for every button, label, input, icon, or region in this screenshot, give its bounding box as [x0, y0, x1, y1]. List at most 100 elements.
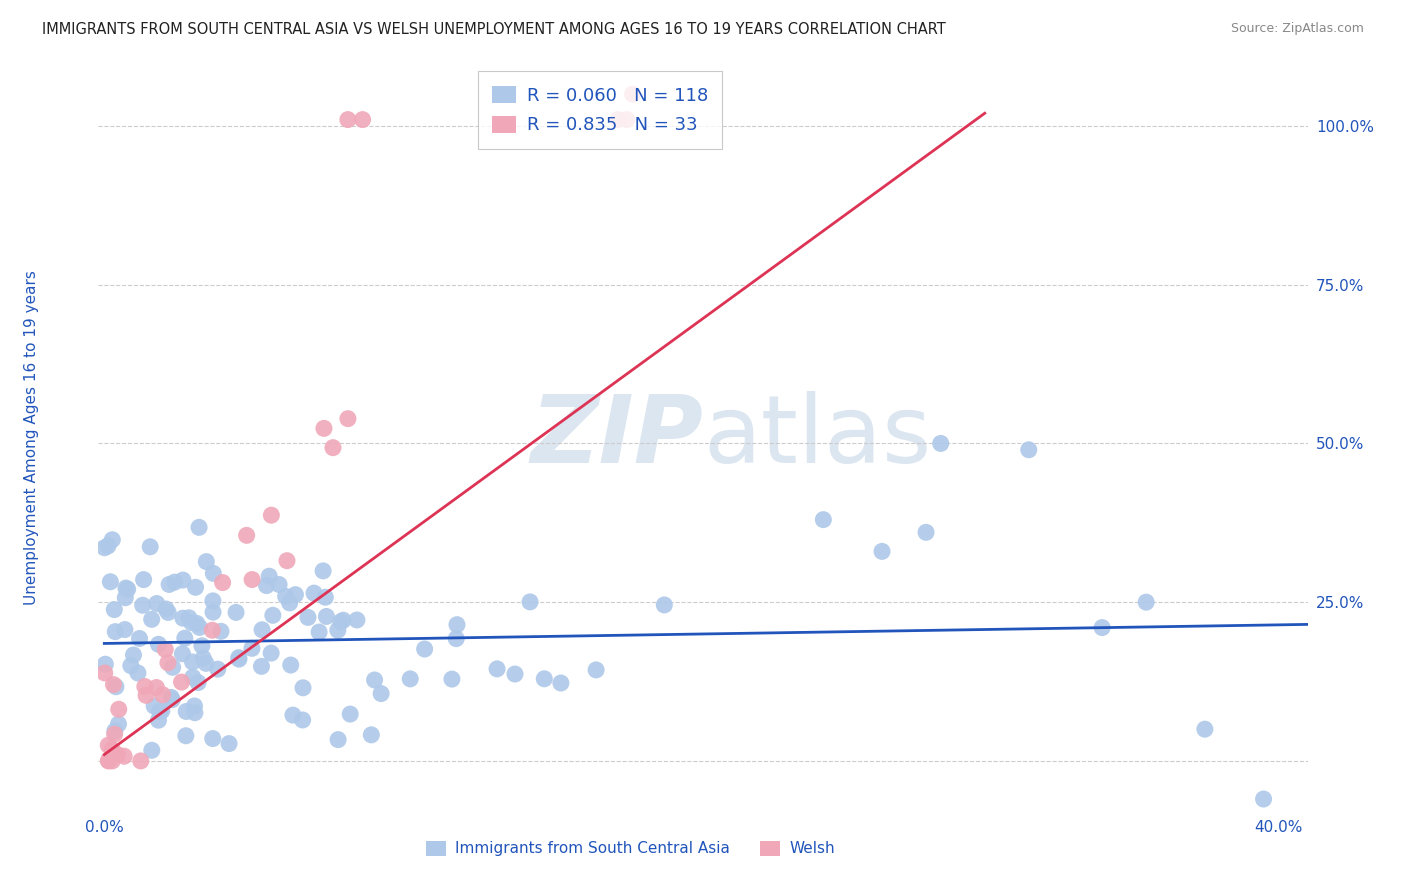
Point	[315, 609, 337, 624]
Point	[122, 648, 145, 662]
Point	[127, 666, 149, 681]
Point	[1253, 792, 1275, 806]
Point	[201, 594, 224, 608]
Point	[145, 597, 167, 611]
Point	[256, 579, 278, 593]
Point	[174, 729, 197, 743]
Point	[302, 586, 325, 600]
Point	[107, 717, 129, 731]
Point	[155, 602, 177, 616]
Point	[336, 411, 359, 425]
Point	[160, 690, 183, 705]
Point	[1135, 595, 1157, 609]
Point	[533, 672, 555, 686]
Point	[193, 651, 215, 665]
Point	[131, 599, 153, 613]
Point	[186, 616, 208, 631]
Point	[870, 544, 893, 558]
Point	[813, 513, 835, 527]
Point	[228, 652, 250, 666]
Point	[115, 581, 138, 595]
Point	[280, 658, 302, 673]
Point	[101, 742, 124, 756]
Point	[312, 564, 335, 578]
Point	[163, 575, 186, 590]
Point	[114, 591, 136, 605]
Point	[160, 692, 183, 706]
Point	[284, 588, 307, 602]
Point	[250, 659, 273, 673]
Point	[181, 655, 204, 669]
Point	[585, 663, 607, 677]
Point	[440, 672, 463, 686]
Point	[143, 699, 166, 714]
Point	[117, 582, 139, 597]
Point	[150, 704, 173, 718]
Point	[269, 577, 291, 591]
Point	[297, 610, 319, 624]
Point	[329, 615, 352, 629]
Point	[326, 623, 349, 637]
Point	[346, 613, 368, 627]
Point	[209, 624, 232, 639]
Point	[202, 566, 225, 581]
Point	[281, 708, 304, 723]
Text: Unemployment Among Ages 16 to 19 years: Unemployment Among Ages 16 to 19 years	[24, 269, 39, 605]
Point	[336, 112, 359, 127]
Point	[101, 754, 124, 768]
Point	[184, 580, 207, 594]
Point	[929, 436, 952, 450]
Point	[1091, 621, 1114, 635]
Point	[97, 539, 120, 553]
Point	[413, 642, 436, 657]
Point	[339, 707, 361, 722]
Point	[152, 688, 174, 702]
Point	[363, 673, 385, 687]
Point	[250, 623, 273, 637]
Point	[360, 728, 382, 742]
Point	[104, 723, 127, 738]
Point	[519, 595, 541, 609]
Point	[120, 658, 142, 673]
Point	[114, 623, 136, 637]
Point	[257, 569, 280, 583]
Point	[157, 577, 180, 591]
Point	[134, 680, 156, 694]
Point	[107, 702, 129, 716]
Point	[156, 656, 179, 670]
Point	[503, 667, 526, 681]
Point	[177, 611, 200, 625]
Point	[188, 520, 211, 534]
Point	[207, 662, 229, 676]
Legend: Immigrants from South Central Asia, Welsh: Immigrants from South Central Asia, Wels…	[418, 833, 842, 864]
Point	[260, 508, 283, 523]
Point	[486, 662, 509, 676]
Point	[915, 525, 938, 540]
Point	[188, 620, 211, 634]
Point	[370, 687, 392, 701]
Point	[606, 112, 628, 127]
Point	[292, 681, 315, 695]
Point	[291, 713, 314, 727]
Point	[155, 642, 177, 657]
Point	[195, 555, 218, 569]
Point	[274, 590, 297, 604]
Point	[194, 657, 217, 671]
Point	[201, 731, 224, 746]
Text: IMMIGRANTS FROM SOUTH CENTRAL ASIA VS WELSH UNEMPLOYMENT AMONG AGES 16 TO 19 YEA: IMMIGRANTS FROM SOUTH CENTRAL ASIA VS WE…	[42, 22, 946, 37]
Point	[128, 632, 150, 646]
Point	[621, 87, 644, 102]
Point	[1018, 442, 1040, 457]
Point	[446, 617, 468, 632]
Point	[240, 573, 263, 587]
Point	[148, 637, 170, 651]
Point	[97, 754, 120, 768]
Point	[1194, 722, 1216, 736]
Point	[103, 677, 125, 691]
Point	[174, 705, 197, 719]
Point	[235, 528, 257, 542]
Point	[94, 657, 117, 672]
Point	[262, 608, 284, 623]
Point	[107, 747, 129, 762]
Point	[172, 647, 194, 661]
